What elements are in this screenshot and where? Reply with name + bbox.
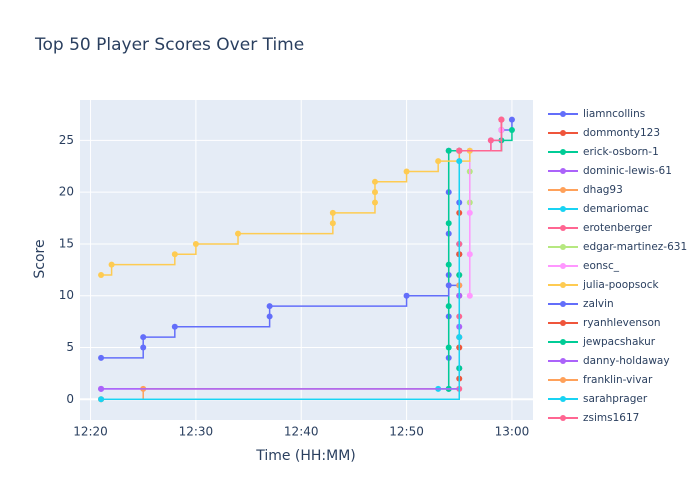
point [445,147,452,154]
point [435,158,442,165]
legend-label[interactable]: zsims1617 [583,412,639,424]
legend-label[interactable]: liamncollins [583,108,645,120]
point [403,292,410,299]
legend-label[interactable]: dhag93 [583,184,623,196]
legend-label[interactable]: dominic-lewis-61 [583,165,672,177]
point [98,396,105,403]
point [98,385,105,392]
point [98,354,105,361]
point [371,199,378,206]
legend-marker[interactable] [560,320,566,326]
point [445,261,452,268]
legend-marker[interactable] [560,225,566,231]
legend-marker[interactable] [560,415,566,421]
legend-label[interactable]: jewpacshakur [582,336,656,348]
legend-marker[interactable] [560,263,566,269]
point [329,220,336,227]
plot-background [80,100,533,420]
legend-label[interactable]: edgar-martinez-631 [583,241,687,253]
y-tick-label: 20 [59,185,74,199]
legend-marker[interactable] [560,377,566,383]
legend-label[interactable]: julia-poopsock [582,279,659,291]
point [171,323,178,330]
point [508,116,515,123]
legend-label[interactable]: sarahprager [583,393,648,405]
y-tick-label: 15 [59,236,74,250]
point [371,189,378,196]
y-tick-label: 25 [59,133,74,147]
legend-label[interactable]: erick-osborn-1 [583,146,659,158]
step-line [447,130,513,389]
y-tick-label: 0 [66,392,74,406]
point [371,178,378,185]
point [445,220,452,227]
point [498,116,505,123]
point [508,127,515,134]
point [192,240,199,247]
legend[interactable]: liamncollins dommonty123 erick-osborn-1 dom… [548,108,687,424]
point [98,272,105,279]
point [235,230,242,237]
point [140,344,147,351]
legend-label[interactable]: eonsc_ [583,260,620,272]
legend-label[interactable]: demariomac [583,203,649,215]
point [140,334,147,341]
legend-label[interactable]: franklin-vivar [583,374,653,386]
plot-area [98,116,515,403]
point [445,282,452,289]
point [266,303,273,310]
legend-label[interactable]: zalvin [583,298,614,310]
legend-marker[interactable] [560,282,566,288]
chart-title: Top 50 Player Scores Over Time [34,35,304,55]
y-axis-title: Score [32,239,48,278]
point [466,292,473,299]
legend-marker[interactable] [560,168,566,174]
point [487,137,494,144]
x-tick-label: 12:20 [73,425,108,439]
legend-label[interactable]: danny-holdaway [583,355,670,367]
legend-label[interactable]: dommonty123 [583,127,660,139]
legend-marker[interactable] [560,244,566,250]
legend-marker[interactable] [560,111,566,117]
x-tick-label: 12:40 [284,425,319,439]
point [266,313,273,320]
legend-marker[interactable] [560,149,566,155]
y-tick-label: 10 [59,288,74,302]
point [329,209,336,216]
legend-marker[interactable] [560,187,566,193]
point [466,209,473,216]
legend-marker[interactable] [560,339,566,345]
point [108,261,115,268]
point [456,147,463,154]
legend-marker[interactable] [560,130,566,136]
legend-marker[interactable] [560,358,566,364]
point [403,168,410,175]
y-tick-label: 5 [66,340,74,354]
point [466,251,473,258]
legend-label[interactable]: ryanhlevenson [583,317,661,329]
x-axis-title: Time (HH:MM) [255,448,356,464]
step-line [101,150,471,276]
point [171,251,178,258]
point [456,158,463,165]
point [445,344,452,351]
legend-marker[interactable] [560,206,566,212]
legend-label[interactable]: erotenberger [583,222,653,234]
legend-marker[interactable] [560,396,566,402]
x-tick-label: 13:00 [495,425,530,439]
step-line [101,161,461,401]
point [445,303,452,310]
x-tick-label: 12:50 [389,425,424,439]
legend-marker[interactable] [560,301,566,307]
x-tick-label: 12:30 [179,425,214,439]
